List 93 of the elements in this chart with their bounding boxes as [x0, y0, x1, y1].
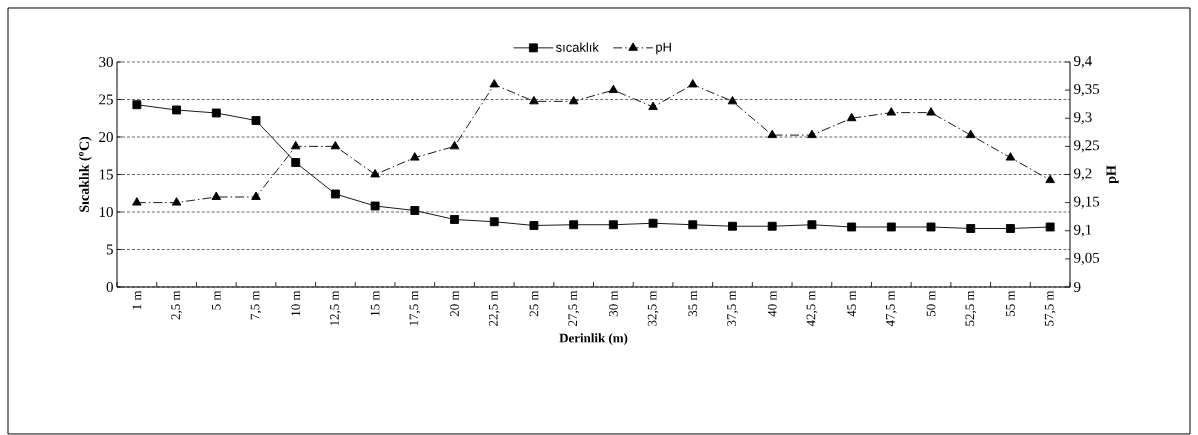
point: [1005, 152, 1016, 161]
point: [926, 107, 936, 116]
y-tick-label: 20: [99, 131, 113, 143]
point: [767, 221, 777, 231]
x-tick-label: 20 m: [450, 290, 459, 317]
x-tick-label: 17,5 m: [409, 290, 421, 326]
point: [330, 140, 341, 150]
y-axis-title: Sıcaklık ($^{o}$C): [78, 136, 92, 212]
x-tick-label: 27,5 m: [568, 290, 579, 326]
point: [886, 222, 896, 232]
x-tick-label: 35 m: [688, 290, 698, 317]
point: [410, 206, 420, 215]
y2-tick-label: 9,05: [1074, 252, 1100, 265]
point: [688, 220, 698, 230]
point: [211, 191, 222, 200]
point: [529, 221, 539, 230]
x-tick-label: 1 m: [132, 290, 142, 310]
point: [648, 101, 658, 110]
point: [847, 222, 857, 232]
x-tick-label: 10 m: [291, 290, 301, 316]
point: [807, 220, 817, 230]
x-axis-title: Derinlik (m): [559, 333, 628, 346]
point: [489, 79, 500, 88]
y-tick-label: 5: [106, 244, 113, 255]
x-tick-label: 40 m: [767, 290, 777, 317]
point: [132, 197, 142, 206]
y-tick-label: 30: [99, 56, 113, 68]
x-tick-label: 12,5 m: [330, 290, 341, 326]
y2-tick-label: 9,15: [1074, 196, 1100, 209]
point: [728, 221, 737, 231]
y2-axis-title: pH: [1106, 165, 1119, 184]
x-tick-label: 22,5 m: [488, 290, 500, 326]
y-tick-label: 0: [106, 281, 113, 293]
x-tick-label: 57,5 m: [1044, 290, 1056, 326]
legend-label: sıcaklık: [556, 42, 599, 52]
point: [688, 79, 698, 88]
point: [1045, 222, 1055, 232]
point: [449, 140, 460, 150]
point: [1045, 174, 1055, 184]
point: [807, 129, 817, 139]
point: [727, 95, 738, 105]
point: [965, 129, 976, 139]
y-tick-label: 15: [99, 169, 113, 180]
point: [251, 116, 261, 125]
point: [370, 169, 380, 178]
point: [410, 152, 420, 161]
x-tick-label: 2,5 m: [171, 290, 182, 320]
point: [569, 220, 579, 230]
x-tick-label: 52,5 m: [965, 290, 977, 326]
x-tick-label: 47,5 m: [886, 290, 897, 327]
point: [529, 95, 539, 105]
x-tick-label: 5 m: [211, 290, 221, 310]
point: [568, 95, 579, 105]
point: [608, 220, 618, 230]
y2-tick-label: 9,35: [1074, 84, 1100, 97]
point: [211, 108, 221, 118]
point: [171, 197, 182, 206]
point: [886, 107, 897, 116]
point: [290, 140, 301, 150]
point: [132, 100, 142, 110]
x-tick-label: 7,5 m: [250, 290, 262, 320]
y2-tick-label: 9,25: [1074, 140, 1100, 153]
x-tick-label: 55 m: [1006, 290, 1015, 317]
x-tick-label: 32,5 m: [647, 290, 659, 326]
point: [648, 218, 658, 228]
x-tick-label: 45 m: [847, 290, 856, 317]
point: [489, 217, 499, 227]
x-tick-label: 37,5 m: [727, 290, 738, 326]
y2-tick-label: 9,2: [1074, 168, 1092, 181]
y2-tick-label: 9,1: [1074, 224, 1092, 237]
y2-tick-label: 9,3: [1074, 112, 1092, 125]
legend-label: pH: [656, 42, 671, 55]
point: [291, 158, 301, 167]
point: [330, 189, 340, 199]
point: [450, 215, 459, 224]
x-tick-label: 50 m: [926, 290, 936, 317]
x-tick-label: 30 m: [609, 290, 618, 317]
point: [608, 84, 619, 94]
y2-tick-label: 9: [1074, 281, 1081, 292]
point: [172, 105, 182, 115]
point: [1006, 224, 1015, 233]
point: [966, 224, 976, 233]
point: [251, 191, 261, 200]
x-tick-label: 42,5 m: [806, 290, 818, 327]
y-tick-label: 10: [99, 206, 113, 218]
point: [846, 112, 857, 122]
y-tick-label: 25: [99, 94, 113, 105]
point: [926, 222, 936, 232]
x-tick-label: 25 m: [529, 290, 539, 317]
point: [370, 201, 380, 211]
point: [767, 129, 777, 139]
y2-tick-label: 9,4: [1074, 55, 1092, 69]
x-tick-label: 15 m: [370, 290, 380, 316]
